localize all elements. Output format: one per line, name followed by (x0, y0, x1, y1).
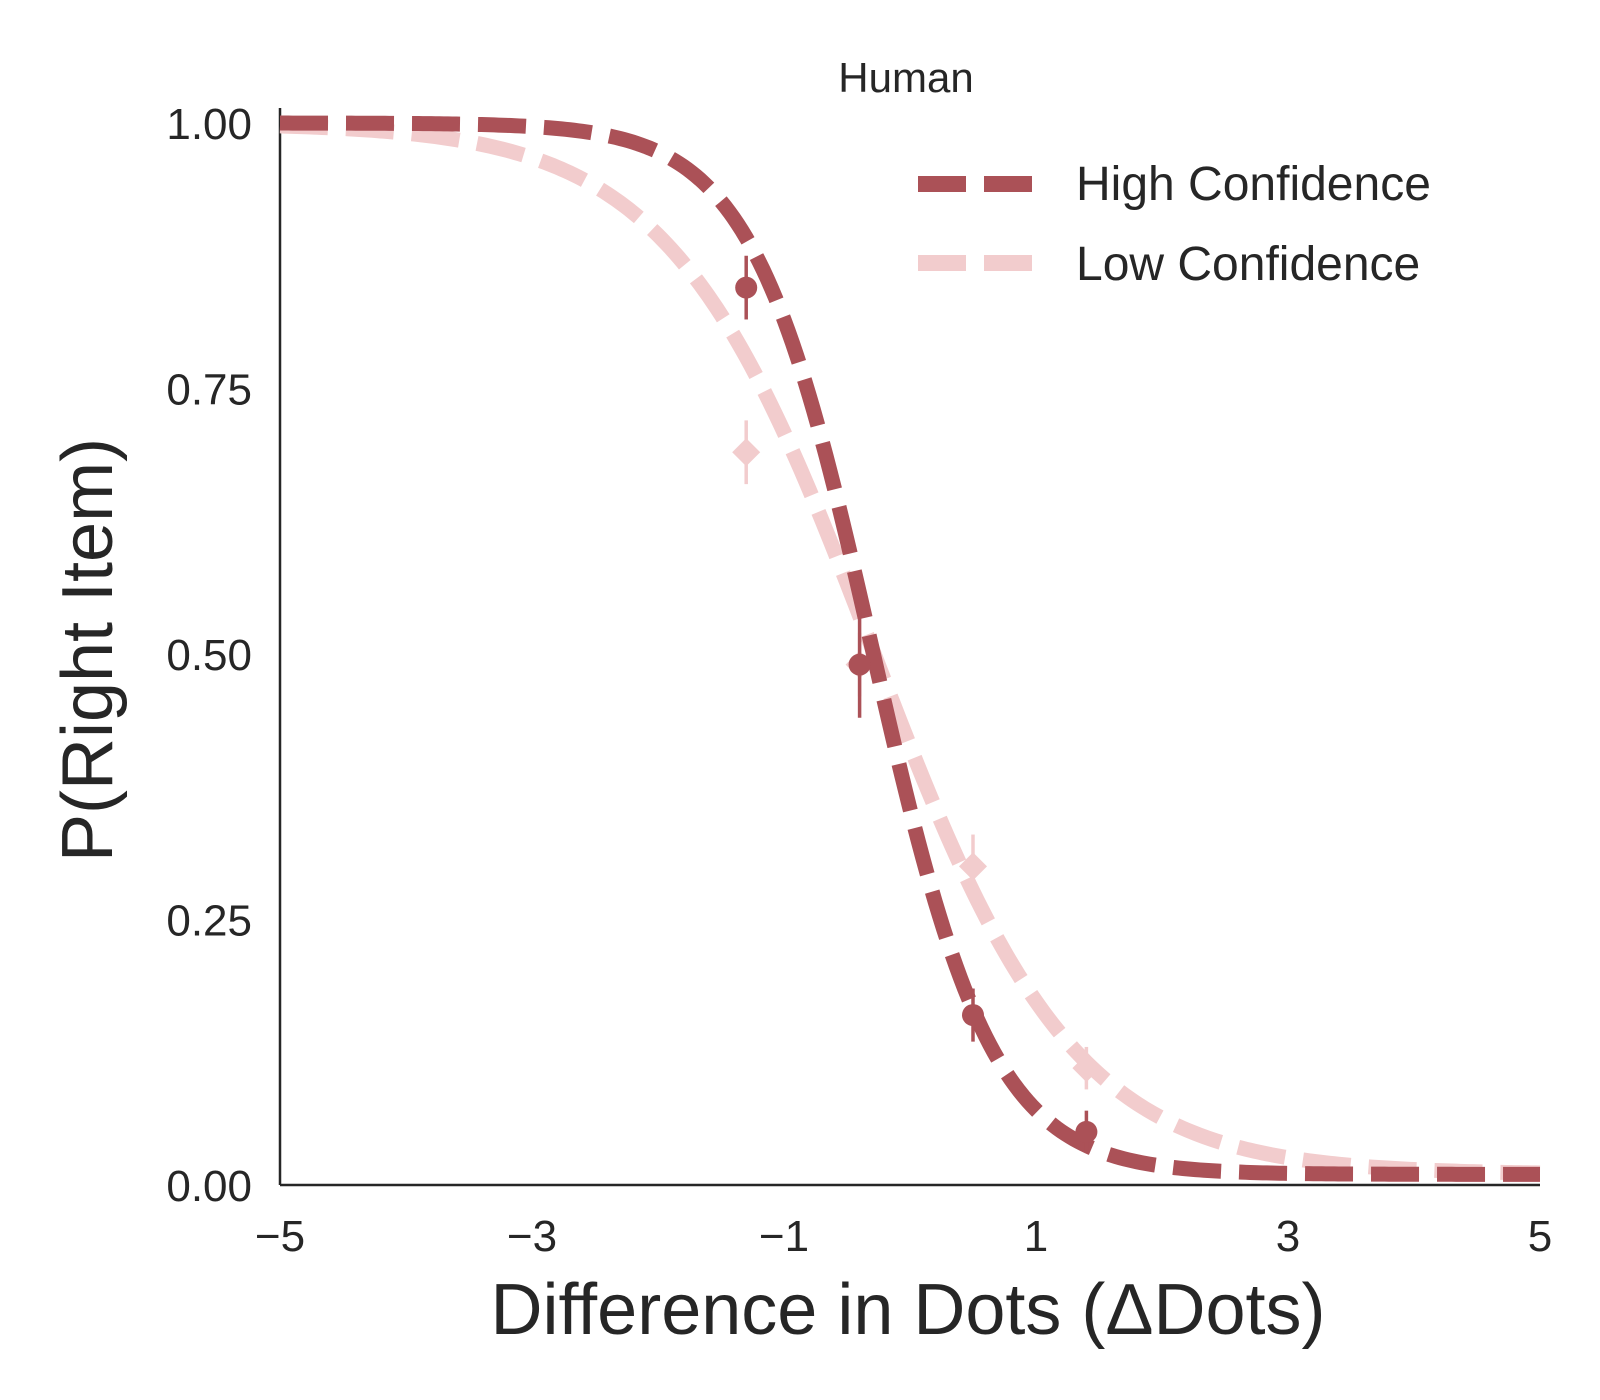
x-tick-label: −3 (507, 1212, 557, 1261)
data-point-high-confidence (735, 276, 758, 299)
x-tick-label: 1 (1024, 1212, 1048, 1261)
series-high-confidence (279, 115, 1540, 1182)
fit-line-low-confidence (279, 118, 1541, 1181)
series-layer (279, 115, 1541, 1182)
y-tick-label: 0.50 (166, 631, 252, 680)
y-tick-label: 0.75 (166, 366, 252, 415)
plot-area (278, 108, 1540, 1187)
legend: High Confidence Low Confidence (918, 158, 1431, 291)
y-tick-label: 0.25 (166, 897, 252, 946)
data-point-high-confidence (962, 1004, 984, 1027)
fit-line-high-confidence (279, 115, 1540, 1182)
data-point-high-confidence (1075, 1120, 1098, 1143)
data-point-high-confidence (848, 653, 871, 676)
y-tick-label: 1.00 (166, 100, 252, 149)
y-tick-label: 0.00 (166, 1162, 252, 1211)
legend-label-high-confidence: High Confidence (1076, 158, 1431, 211)
x-tick-label: 5 (1528, 1212, 1552, 1261)
series-low-confidence (279, 118, 1541, 1181)
chart-title: Human (838, 54, 973, 101)
x-axis-title: Difference in Dots (ΔDots) (490, 1270, 1325, 1350)
y-axis-title: P(Right Item) (48, 438, 128, 862)
x-tick-label: −5 (255, 1212, 305, 1261)
x-tick-label: −1 (759, 1212, 809, 1261)
tick-layer: −5 −3 −1 1 3 5 0.00 0.25 0.50 0.75 1.00 (166, 100, 1552, 1261)
data-point-low-confidence (959, 852, 987, 881)
data-point-low-confidence (1072, 1054, 1101, 1083)
data-point-low-confidence (732, 438, 761, 467)
legend-label-low-confidence: Low Confidence (1076, 238, 1420, 291)
x-tick-label: 3 (1276, 1212, 1300, 1261)
